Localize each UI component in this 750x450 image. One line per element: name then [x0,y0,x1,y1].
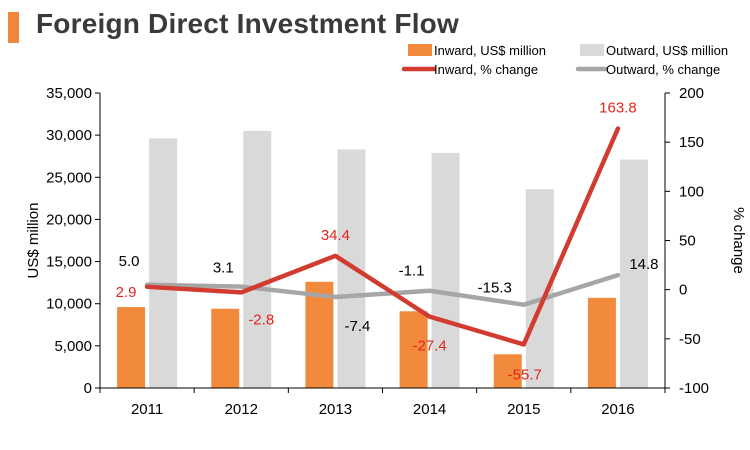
outward-data-label: 5.0 [119,253,140,270]
inward-data-label: 2.9 [116,284,137,301]
legend-inward-line-label: Inward, % change [434,62,538,77]
legend-outward-line-label: Outward, % change [606,62,720,77]
legend-outward-bar-swatch [580,44,604,56]
legend-outward-bar-label: Outward, US$ million [606,43,728,58]
y-right-tick-label: -100 [679,380,709,397]
inward-data-label: -55.7 [508,366,542,383]
outward-bar [149,138,178,388]
y-left-tick-label: 0 [84,380,92,397]
y-left-tick-label: 25,000 [46,169,92,186]
y-left-tick-label: 10,000 [46,296,92,313]
y-right-tick-label: 200 [679,85,704,102]
y-left-axis-title: US$ million [25,203,42,279]
x-tick-label: 2013 [319,401,352,418]
inward-bar [399,311,428,388]
y-right-tick-label: 0 [679,282,687,299]
legend-inward-bar-label: Inward, US$ million [434,43,546,58]
title-accent-bar [8,12,19,43]
outward-change-line [144,272,621,307]
x-tick-label: 2014 [413,401,446,418]
inward-data-label: -2.8 [248,311,274,328]
outward-bar [243,130,272,388]
inward-data-label: 163.8 [599,100,637,117]
inward-bar [587,297,616,388]
outward-data-label: -15.3 [478,280,512,297]
y-left-tick-label: 35,000 [46,85,92,102]
outward-data-label: -1.1 [399,263,425,280]
x-tick-label: 2011 [131,401,163,418]
x-tick-label: 2012 [225,401,258,418]
inward-data-label: 34.4 [321,227,350,244]
inward-bar [305,281,334,388]
outward-bar [619,159,648,388]
y-left-tick-label: 30,000 [46,127,92,144]
chart-title: Foreign Direct Investment Flow [36,8,459,39]
inward-bar [493,354,522,388]
legend-inward-bar-swatch [408,44,432,56]
y-right-axis-title: % change [730,207,747,274]
y-right-tick-label: 150 [679,134,704,151]
y-left-tick-label: 20,000 [46,211,92,228]
outward-data-label: -7.4 [344,318,370,335]
outward-data-label: 3.1 [213,260,234,277]
y-right-tick-label: 50 [679,233,696,250]
x-tick-label: 2015 [507,401,540,418]
inward-bar [211,308,240,388]
outward-data-label: 14.8 [629,256,658,273]
inward-change-line [144,126,621,347]
y-left-tick-label: 15,000 [46,254,92,271]
y-right-tick-label: 100 [679,183,704,200]
outward-bar [431,152,460,388]
inward-data-label: -27.4 [412,338,446,355]
x-tick-label: 2016 [601,401,634,418]
y-left-tick-label: 5,000 [54,338,92,355]
inward-bar [117,307,146,388]
y-right-tick-label: -50 [679,331,701,348]
